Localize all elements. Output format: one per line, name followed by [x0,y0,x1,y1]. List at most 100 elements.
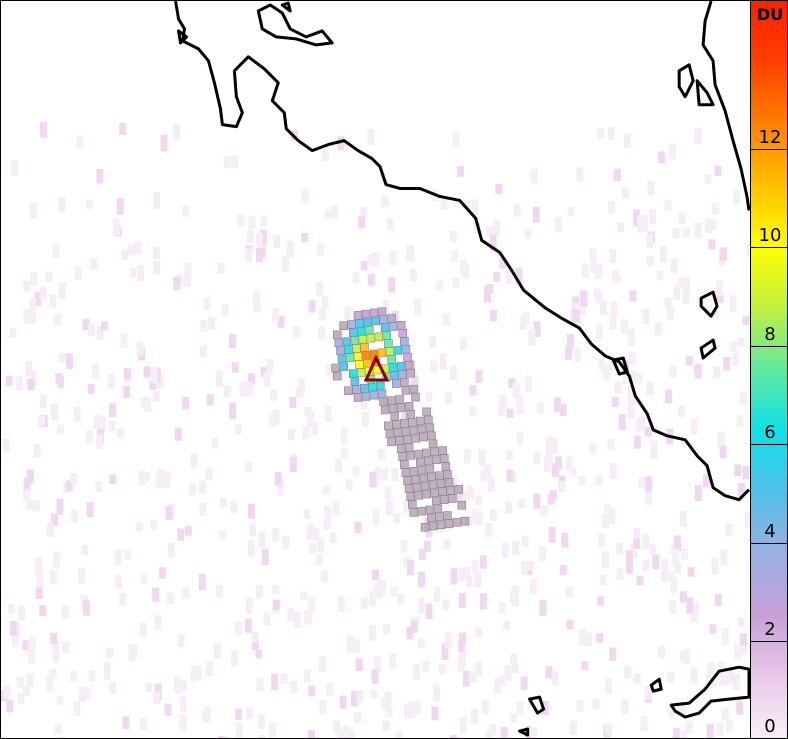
background-pixel [301,188,309,204]
background-pixel [377,449,385,461]
background-pixel [337,596,345,612]
background-pixel [595,475,603,486]
background-pixel [56,498,64,515]
background-pixel [45,271,53,282]
background-pixel [198,573,206,590]
background-pixel [480,470,488,483]
plume-pixel [454,484,463,494]
background-pixel [255,248,263,263]
background-pixel [332,501,340,516]
background-pixel [70,509,78,523]
background-pixel [372,509,380,525]
background-pixel [522,311,530,325]
background-pixel [595,263,603,280]
background-pixel [255,585,263,598]
background-pixel [499,394,507,409]
background-pixel [397,593,405,604]
background-pixel [449,365,457,381]
plume-pixel [422,489,431,499]
background-pixel [326,682,334,696]
background-pixel [500,726,508,738]
background-pixel [49,569,57,585]
background-pixel [584,632,592,647]
background-pixel [370,689,378,699]
plume-pixel [360,384,369,393]
background-pixel [640,715,648,732]
background-pixel [736,415,744,427]
plume-pixel [363,358,372,368]
background-pixel [433,586,441,603]
plume-pixel [403,435,412,444]
background-pixel [134,241,142,255]
plume-pixel [420,481,430,491]
background-pixel [493,272,501,282]
background-pixel [539,600,547,616]
background-pixel [638,477,646,489]
background-pixel [668,599,676,614]
background-pixel [576,167,584,182]
background-pixel [559,403,567,417]
background-pixel [237,214,245,227]
plume-pixel [377,389,387,399]
background-pixel [484,285,492,303]
plume-pixel [355,319,364,328]
plume-pixel [396,321,406,330]
background-pixel [218,735,226,738]
background-pixel [339,695,347,709]
plume-pixel [331,363,340,373]
background-pixel [423,540,431,552]
background-pixel [70,473,78,485]
background-pixel [581,263,589,278]
background-pixel [385,500,393,515]
background-pixel [23,686,31,696]
background-pixel [633,435,641,449]
background-pixel [78,567,86,584]
plume-pixel [387,396,396,406]
background-pixel [459,632,467,645]
plume-pixel [352,385,361,394]
plume-pixel [333,371,342,381]
background-pixel [533,321,541,338]
plume-pixel [411,433,420,443]
background-pixel [54,313,62,326]
background-pixel [600,300,608,315]
background-pixel [390,586,398,597]
background-pixel [746,245,750,256]
background-pixel [174,427,182,441]
background-pixel [711,202,719,215]
colorbar-tick [751,444,787,446]
background-pixel [346,635,354,653]
background-pixel [408,701,416,719]
plume-pixel [361,392,371,401]
background-pixel [633,538,641,549]
background-pixel [333,720,341,734]
background-pixel [27,378,35,391]
background-pixel [231,650,239,667]
background-pixel [51,404,59,421]
plume-pixel [380,323,390,333]
coastline-upper-right [701,1,750,211]
background-pixel [308,685,316,697]
background-pixel [245,597,253,614]
background-pixel [216,371,224,387]
background-pixel [733,190,741,205]
background-pixel [707,662,715,678]
background-pixel [646,255,654,267]
background-pixel [608,356,616,371]
plume-pixel [404,360,414,370]
colorbar-tick-label: 2 [764,619,776,641]
background-pixel [109,474,117,485]
background-pixel [139,717,147,731]
background-pixel [681,548,688,560]
background-pixel [425,392,433,402]
background-pixel [120,333,128,348]
background-pixel [177,528,185,541]
background-pixel [318,308,326,321]
background-pixel [596,633,604,643]
plume-pixel [379,315,388,325]
background-pixel [520,676,528,691]
background-pixel [561,532,569,548]
background-pixel [229,500,237,514]
background-pixel [608,508,616,525]
plume-pixel [361,350,371,360]
